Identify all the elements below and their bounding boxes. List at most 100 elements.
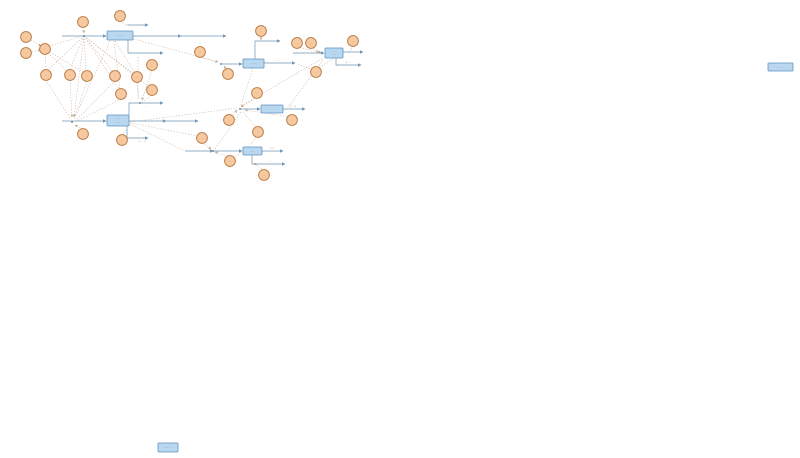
edge-dotted	[141, 69, 153, 101]
junction-dot	[239, 108, 241, 110]
dataset-label: ···	[260, 30, 263, 33]
edge-dotted	[121, 128, 127, 137]
dataset-node[interactable]: ···	[77, 16, 89, 28]
edge-dotted	[297, 63, 314, 71]
dataset-node[interactable]: ···	[146, 84, 158, 96]
dataset-node[interactable]: ···	[20, 31, 32, 43]
junction-dot	[139, 102, 141, 104]
edge-label: ····	[144, 105, 147, 108]
edge-solid	[126, 126, 149, 140]
dataset-node[interactable]: ···	[20, 47, 32, 59]
edge-dotted	[199, 56, 219, 63]
edge-dotted	[83, 35, 135, 75]
edge-dotted	[136, 81, 140, 100]
edge-solid	[128, 101, 164, 115]
edge-dotted	[201, 141, 212, 150]
dataset-label: ···	[45, 74, 48, 77]
edge-solid	[251, 155, 286, 166]
dataset-node[interactable]: ···	[310, 66, 322, 78]
edge-label: ····	[350, 48, 353, 51]
edge-dotted	[49, 51, 84, 73]
edge-dotted	[129, 123, 184, 151]
dataset-label: ···	[352, 40, 355, 43]
dataset-label: ···	[121, 139, 124, 142]
dataset-label: ···	[229, 160, 232, 163]
junction-dot	[83, 35, 85, 37]
edge-dotted	[129, 107, 238, 123]
dataset-label: ···	[315, 71, 318, 74]
dataset-node[interactable]: ···	[115, 88, 127, 100]
job-label: ········	[115, 117, 122, 120]
dataset-node[interactable]: ···	[196, 132, 208, 144]
edge-label: (····)	[290, 104, 295, 108]
floating-box[interactable]: ···· ····	[767, 62, 794, 72]
edge-dotted	[114, 40, 136, 74]
edge-label: ⟨······⟩	[139, 140, 146, 143]
edge-dotted	[253, 162, 265, 172]
edge-dotted	[240, 57, 324, 107]
job-node[interactable]: ······	[242, 146, 263, 156]
edge-label: (··)	[270, 146, 274, 150]
dataset-node[interactable]: ···	[40, 69, 52, 81]
edge-label: ···	[135, 21, 138, 24]
dataset-node[interactable]: ···	[222, 68, 234, 80]
dataset-label: ···	[44, 48, 47, 51]
dataset-label: ···	[227, 73, 230, 76]
dataset-node[interactable]: ···	[64, 69, 76, 81]
dataset-node[interactable]: ···	[347, 35, 359, 47]
job-label: ···· ···	[165, 447, 172, 450]
edge-dotted	[68, 35, 85, 72]
job-node[interactable]: ············	[106, 114, 130, 127]
junction-dot	[220, 63, 222, 65]
dataset-label: ···	[310, 42, 313, 45]
job-label: ····	[332, 53, 335, 56]
dataset-node[interactable]: ···	[39, 43, 51, 55]
job-node[interactable]: ·······	[242, 58, 265, 69]
dataset-label: ···	[82, 21, 85, 24]
job-label: ······	[332, 50, 337, 53]
dataset-label: ···	[86, 75, 89, 78]
dataset-node[interactable]: ···	[291, 37, 303, 49]
edge-dotted	[73, 80, 88, 120]
edge-label: ····	[276, 59, 279, 62]
edge-dotted	[74, 40, 111, 118]
dataset-node[interactable]: ···	[114, 10, 126, 22]
edge-dotted	[47, 52, 68, 72]
dataset-node[interactable]: ···	[305, 37, 317, 49]
edge-solid	[335, 58, 362, 67]
dataset-label: ···	[136, 76, 139, 79]
edge-dotted	[240, 96, 258, 108]
dataset-node[interactable]: ···	[146, 59, 158, 71]
dataset-node[interactable]: ···	[77, 128, 89, 140]
dataset-node[interactable]: ···	[255, 25, 267, 37]
dataset-label: ···	[82, 133, 85, 136]
dataset-node[interactable]: ···	[258, 169, 270, 181]
job-node[interactable]: ··········	[324, 47, 344, 59]
dataset-node[interactable]: ···	[286, 114, 298, 126]
job-label: ······	[250, 150, 255, 153]
junction-dot	[212, 150, 214, 152]
edge-dotted	[141, 94, 153, 103]
dataset-node[interactable]: ···	[109, 70, 121, 82]
dataset-node[interactable]: ···	[194, 46, 206, 58]
dataset-label: ···	[201, 137, 204, 140]
edge-dotted	[48, 36, 81, 47]
dataset-node[interactable]: ···	[252, 126, 264, 138]
job-node[interactable]: ····	[260, 104, 284, 114]
edge-dotted	[69, 79, 74, 118]
dataset-node[interactable]: ···	[251, 87, 263, 99]
dataset-node[interactable]: ···	[223, 114, 235, 126]
dataset-label: ···	[296, 42, 299, 45]
dataset-label: ···	[120, 93, 123, 96]
job-node[interactable]: ·········	[106, 30, 134, 41]
dataset-label: ···	[263, 174, 266, 177]
dataset-node[interactable]: ···	[131, 71, 143, 83]
dataset-label: ···	[69, 74, 72, 77]
dataset-node[interactable]: ···	[116, 134, 128, 146]
dataset-node[interactable]: ···	[81, 70, 93, 82]
edge-dotted	[83, 35, 87, 72]
dataset-node[interactable]: ···	[224, 155, 236, 167]
floating-box[interactable]: ···· ···	[157, 442, 179, 453]
edge-dotted	[44, 53, 47, 71]
